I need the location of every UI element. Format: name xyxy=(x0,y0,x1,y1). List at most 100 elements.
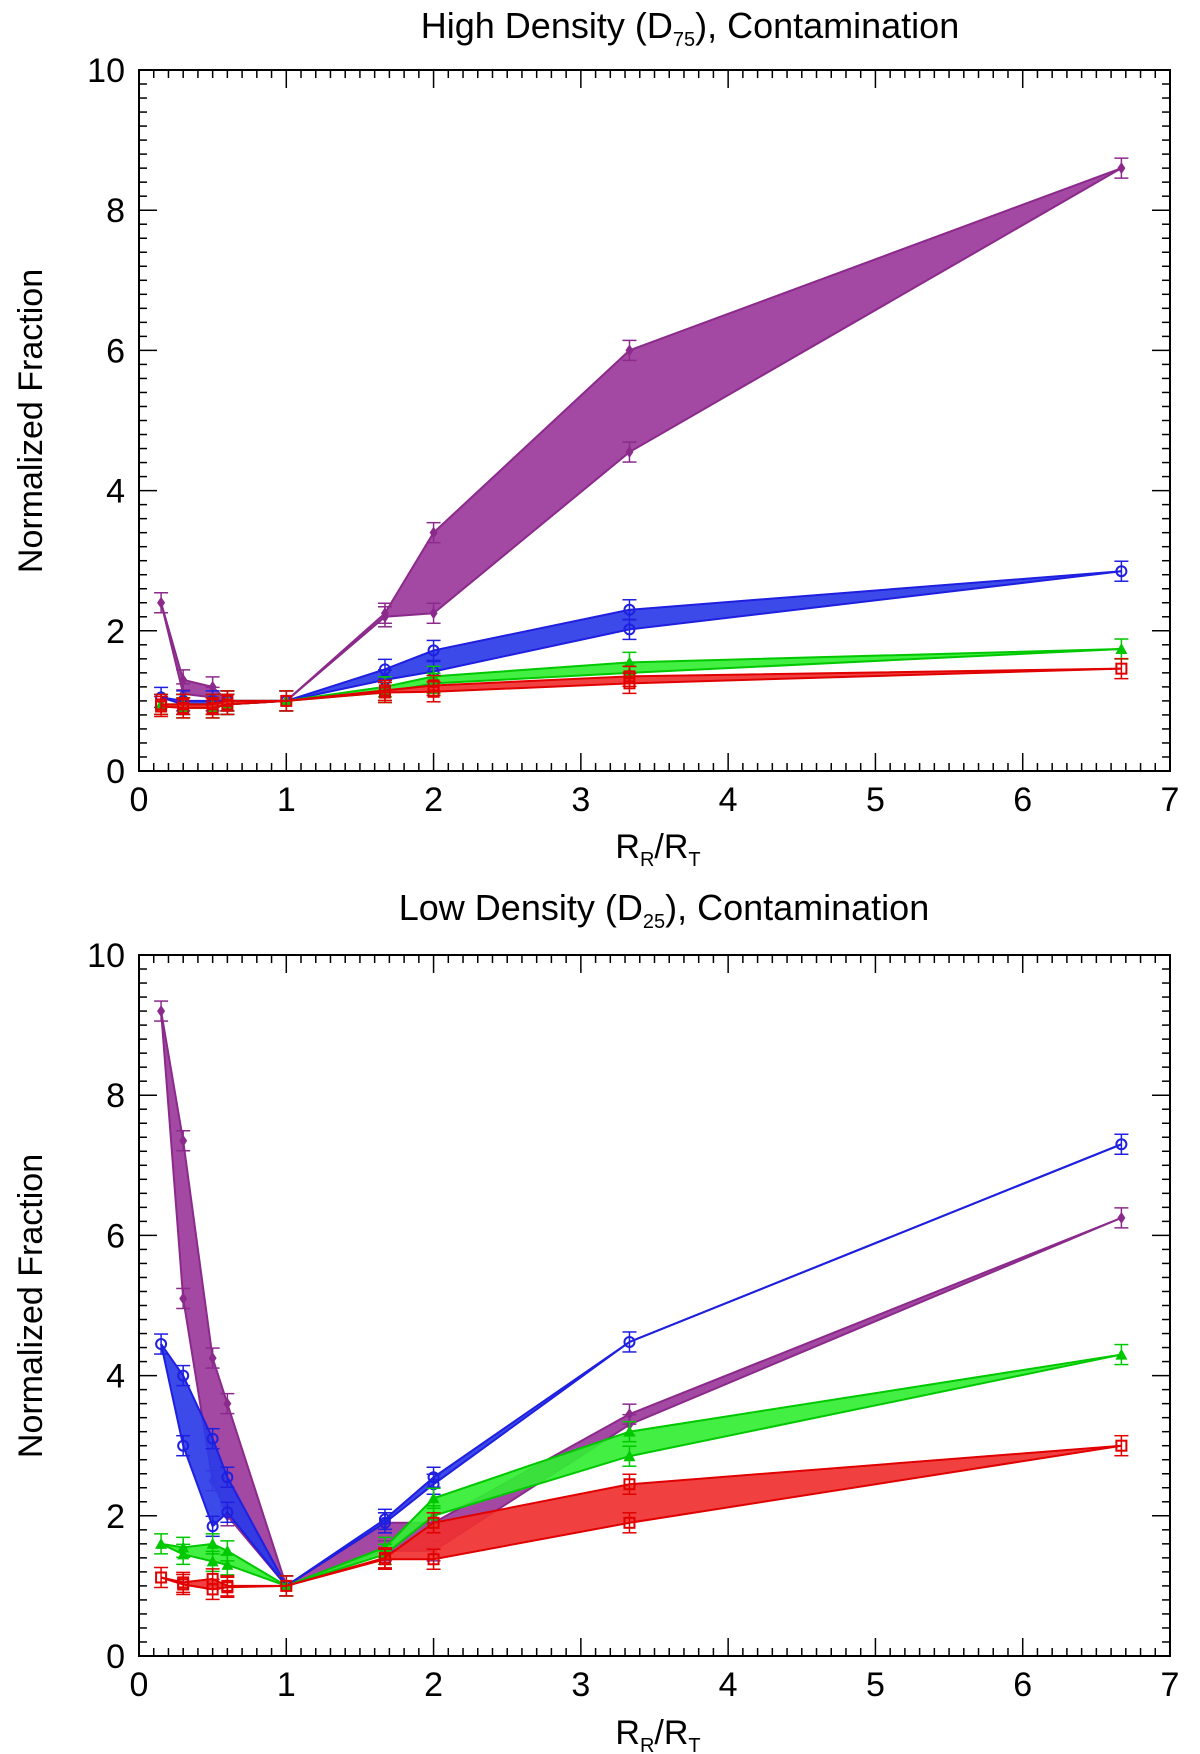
y-tick-label: 4 xyxy=(106,473,125,511)
x-axis-label: RR/RT xyxy=(615,828,700,871)
data-point xyxy=(623,1450,636,1462)
x-tick-label: 1 xyxy=(277,1666,296,1704)
x-tick-label: 2 xyxy=(424,781,443,819)
x-tick-label: 6 xyxy=(1013,781,1032,819)
x-tick-label: 7 xyxy=(1161,1666,1180,1704)
y-tick-label: 8 xyxy=(106,1077,125,1115)
data-point xyxy=(378,1553,391,1566)
x-tick-label: 4 xyxy=(719,781,738,819)
series-square xyxy=(154,657,1129,719)
data-point xyxy=(206,1432,219,1445)
data-point xyxy=(427,1516,440,1529)
data-point xyxy=(623,1425,636,1437)
plot-frame xyxy=(138,954,1171,1657)
x-tick-label: 5 xyxy=(866,1666,885,1704)
x-axis-label: RR/RT xyxy=(615,1714,700,1754)
data-point xyxy=(179,1134,188,1147)
data-point xyxy=(1115,643,1128,655)
series-band xyxy=(161,1445,1122,1590)
data-point xyxy=(208,1352,217,1365)
x-tick-label: 7 xyxy=(1161,781,1180,819)
y-axis-label: Normalized Fraction xyxy=(12,269,50,573)
data-point xyxy=(623,1478,636,1491)
x-tick-label: 3 xyxy=(571,1666,590,1704)
data-point xyxy=(378,1516,391,1529)
data-point xyxy=(623,1335,636,1348)
y-tick-label: 6 xyxy=(106,332,125,370)
data-point xyxy=(179,1292,188,1305)
data-point xyxy=(378,686,391,699)
data-point xyxy=(280,694,293,707)
x-tick-label: 4 xyxy=(719,1666,738,1704)
data-point xyxy=(177,701,190,714)
series-diamond xyxy=(154,157,1129,716)
series-band xyxy=(161,168,1122,705)
panel-high-density: High Density (D75), Contamination RR/RT … xyxy=(12,5,1179,871)
data-point xyxy=(206,1583,219,1596)
data-point xyxy=(206,1537,219,1549)
data-point xyxy=(429,526,438,539)
data-point xyxy=(221,1471,234,1484)
x-tick-label: 3 xyxy=(571,781,590,819)
y-tick-label: 6 xyxy=(106,1217,125,1255)
data-point xyxy=(221,1544,234,1556)
data-point xyxy=(206,1520,219,1533)
x-tick-label: 5 xyxy=(866,781,885,819)
series-lower-line xyxy=(160,1353,1122,1587)
series-band xyxy=(161,668,1122,708)
x-tick-label: 0 xyxy=(130,1666,149,1704)
data-point xyxy=(177,1439,190,1452)
x-tick-label: 2 xyxy=(424,1666,443,1704)
series-band xyxy=(161,1144,1122,1586)
y-axis-label: Normalized Fraction xyxy=(12,1154,50,1458)
data-point xyxy=(1115,1138,1128,1151)
data-point xyxy=(155,1338,168,1351)
data-point xyxy=(179,673,188,686)
x-tick-label: 0 xyxy=(130,781,149,819)
y-tick-label: 2 xyxy=(106,613,125,651)
data-point xyxy=(177,1578,190,1591)
data-point xyxy=(1115,662,1128,675)
data-point xyxy=(623,677,636,690)
data-point xyxy=(427,685,440,698)
x-tick-label: 6 xyxy=(1013,1666,1032,1704)
y-tick-label: 8 xyxy=(106,192,125,230)
x-tick-label: 1 xyxy=(277,781,296,819)
data-point xyxy=(623,603,636,616)
y-tick-label: 2 xyxy=(106,1498,125,1536)
data-point xyxy=(223,1397,232,1410)
data-point xyxy=(177,1369,190,1382)
series-triangle xyxy=(154,1343,1129,1597)
series-band xyxy=(161,571,1122,705)
data-point xyxy=(206,701,219,714)
data-point xyxy=(206,1555,219,1567)
data-point xyxy=(1117,162,1126,175)
data-point xyxy=(280,1579,293,1592)
data-point xyxy=(221,1581,234,1594)
data-point xyxy=(1115,1348,1128,1360)
data-point xyxy=(157,596,166,609)
data-point xyxy=(155,1571,168,1584)
data-point xyxy=(1115,1439,1128,1452)
data-point xyxy=(623,656,636,668)
chart-title: High Density (D75), Contamination xyxy=(421,5,959,51)
data-point xyxy=(623,623,636,636)
data-point xyxy=(177,1548,190,1560)
data-point xyxy=(427,1553,440,1566)
data-point xyxy=(221,1506,234,1519)
series-band xyxy=(161,1354,1122,1586)
data-point xyxy=(380,610,389,623)
data-point xyxy=(623,1516,636,1529)
y-tick-label: 0 xyxy=(106,1638,125,1676)
y-tick-label: 10 xyxy=(87,937,125,975)
data-point xyxy=(155,1537,168,1549)
series-circle xyxy=(154,560,1129,716)
data-point xyxy=(429,607,438,620)
data-point xyxy=(1115,565,1128,578)
series-lower-line xyxy=(161,667,1122,709)
chart-title: Low Density (D25), Contamination xyxy=(399,887,929,933)
data-point xyxy=(221,698,234,711)
data-point xyxy=(221,1558,234,1570)
data-point xyxy=(625,446,634,459)
